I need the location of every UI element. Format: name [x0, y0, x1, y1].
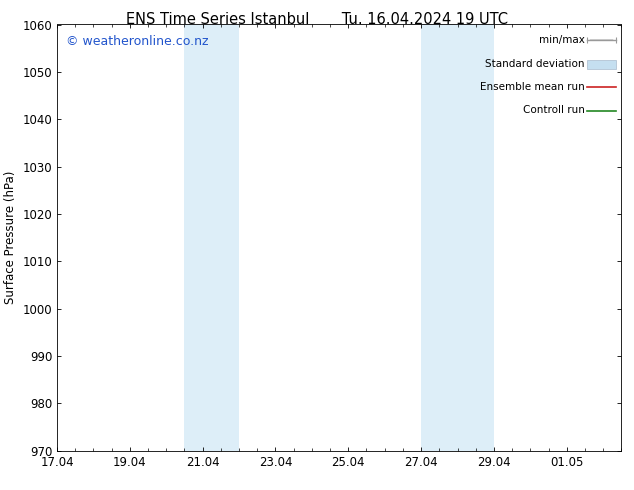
FancyBboxPatch shape — [588, 60, 616, 69]
Text: Controll run: Controll run — [523, 105, 585, 116]
Text: © weatheronline.co.nz: © weatheronline.co.nz — [65, 35, 208, 48]
Text: ENS Time Series Istanbul       Tu. 16.04.2024 19 UTC: ENS Time Series Istanbul Tu. 16.04.2024 … — [126, 12, 508, 27]
Bar — [421, 24, 494, 451]
Text: Ensemble mean run: Ensemble mean run — [480, 82, 585, 92]
Text: Standard deviation: Standard deviation — [485, 59, 585, 69]
Text: min/max: min/max — [539, 35, 585, 45]
Y-axis label: Surface Pressure (hPa): Surface Pressure (hPa) — [4, 171, 17, 304]
Bar — [184, 24, 239, 451]
